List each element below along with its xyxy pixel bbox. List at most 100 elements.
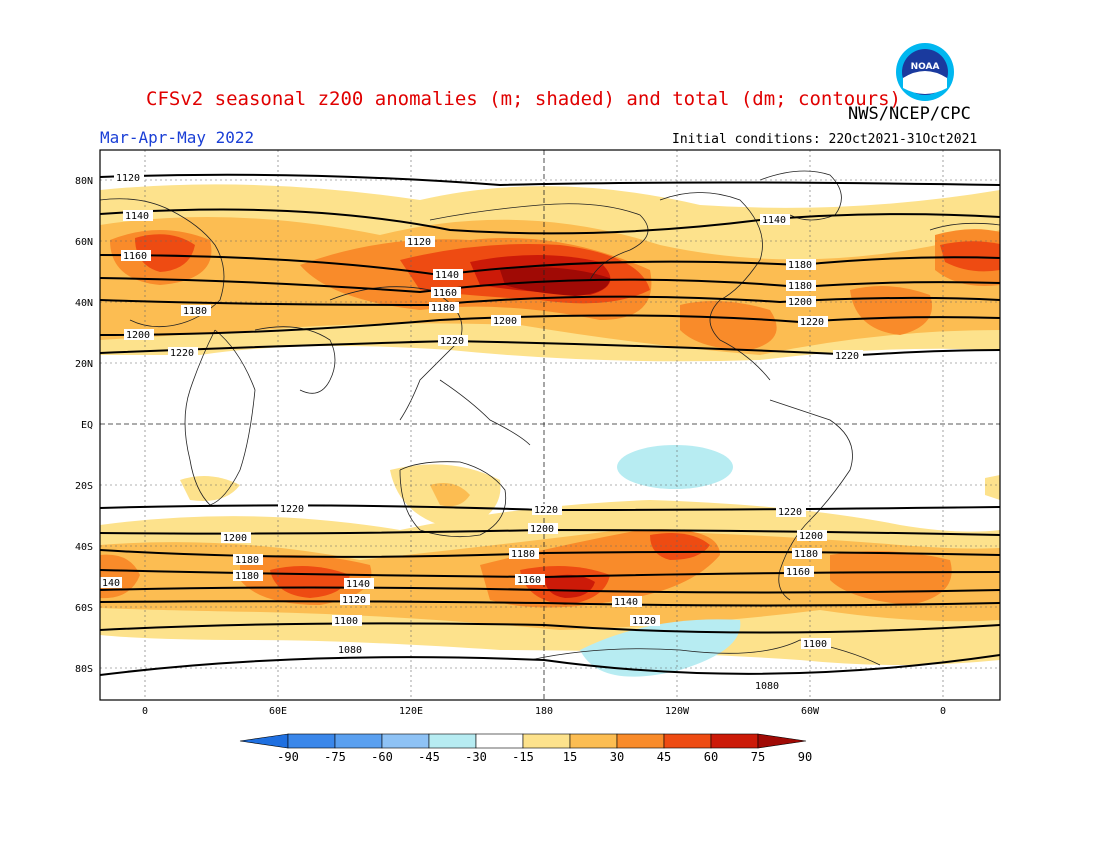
svg-text:1200: 1200 xyxy=(530,524,554,535)
lon-label: 180 xyxy=(535,706,553,717)
lat-label: 20N xyxy=(75,359,93,370)
colorbar: -90 -75 -60 -45 -30 -15 15 30 45 60 75 90 xyxy=(239,733,812,764)
colorbar-tick-label: 15 xyxy=(563,750,577,764)
contour-label: 1100 xyxy=(332,615,362,627)
season-label: Mar-Apr-May 2022 xyxy=(100,128,255,147)
contour-label: 1200 xyxy=(124,329,154,341)
lat-label: 80S xyxy=(75,664,93,675)
contour-label: 1140 xyxy=(433,269,463,281)
colorbar-tick-label: -75 xyxy=(324,750,346,764)
contour-label: 1220 xyxy=(278,503,308,515)
lon-label: 60E xyxy=(269,706,287,717)
contour-label: 1200 xyxy=(797,530,827,542)
contour-label: 1160 xyxy=(784,566,814,578)
svg-text:1160: 1160 xyxy=(433,288,457,299)
svg-text:1200: 1200 xyxy=(799,531,823,542)
svg-text:1120: 1120 xyxy=(342,595,366,606)
colorbar-tick-label: 30 xyxy=(610,750,624,764)
svg-text:1220: 1220 xyxy=(440,336,464,347)
colorbar-tick-label: -60 xyxy=(371,750,393,764)
svg-text:1180: 1180 xyxy=(788,260,812,271)
contour-label: 1200 xyxy=(491,315,521,327)
svg-text:1200: 1200 xyxy=(223,533,247,544)
colorbar-swatch xyxy=(569,733,618,749)
svg-text:1180: 1180 xyxy=(183,306,207,317)
coastlines xyxy=(100,170,1000,666)
contour-label: 1200 xyxy=(528,523,558,535)
svg-text:1180: 1180 xyxy=(431,303,455,314)
contour-label: 1140 xyxy=(344,578,374,590)
lon-label: 120W xyxy=(665,706,690,717)
contour-label: 1080 xyxy=(753,680,783,692)
svg-text:1100: 1100 xyxy=(803,639,827,650)
grid-lines xyxy=(100,150,1000,700)
svg-text:1200: 1200 xyxy=(126,330,150,341)
contour-label: 140 xyxy=(100,577,122,589)
svg-text:1080: 1080 xyxy=(338,645,362,656)
colorbar-tick-label: 60 xyxy=(704,750,718,764)
svg-text:1220: 1220 xyxy=(280,504,304,515)
map-frame xyxy=(99,149,1001,701)
lon-label: 60W xyxy=(801,706,820,717)
colorbar-swatch xyxy=(475,733,524,749)
noaa-logo-icon: NOAA xyxy=(896,43,954,101)
lon-label: 0 xyxy=(940,706,946,717)
contour-label: 1140 xyxy=(123,210,153,222)
contour-label: 1120 xyxy=(114,172,144,184)
lat-label: EQ xyxy=(81,420,93,431)
svg-text:1100: 1100 xyxy=(334,616,358,627)
svg-text:1140: 1140 xyxy=(435,270,459,281)
colorbar-swatch xyxy=(663,733,712,749)
contour-label: 1120 xyxy=(340,594,370,606)
svg-text:1140: 1140 xyxy=(125,211,149,222)
svg-text:1180: 1180 xyxy=(235,571,259,582)
lon-label: 120E xyxy=(399,706,423,717)
lat-label: 40N xyxy=(75,298,93,309)
contour-label: 1220 xyxy=(798,316,828,328)
svg-text:1180: 1180 xyxy=(511,549,535,560)
svg-text:1180: 1180 xyxy=(235,555,259,566)
colorbar-swatch xyxy=(710,733,759,749)
colorbar-swatch xyxy=(381,733,430,749)
lat-label: 20S xyxy=(75,481,93,492)
svg-text:1140: 1140 xyxy=(762,215,786,226)
longitude-axis: 0 60E 120E 180 120W 60W 0 xyxy=(142,706,946,717)
contour-label: 1160 xyxy=(121,250,151,262)
svg-text:1220: 1220 xyxy=(835,351,859,362)
colorbar-swatch xyxy=(428,733,477,749)
contour-label: 1180 xyxy=(181,305,211,317)
svg-text:1220: 1220 xyxy=(534,505,558,516)
colorbar-tick-label: -90 xyxy=(277,750,299,764)
contour-label: 1160 xyxy=(515,574,545,586)
svg-text:1220: 1220 xyxy=(800,317,824,328)
lat-label: 60N xyxy=(75,237,93,248)
colorbar-tick-label: 45 xyxy=(657,750,671,764)
contour-label: 1220 xyxy=(833,350,863,362)
contour-label: 1140 xyxy=(760,214,790,226)
contour-label: 1140 xyxy=(612,596,642,608)
svg-text:1200: 1200 xyxy=(493,316,517,327)
contour-label: 1220 xyxy=(168,347,198,359)
colorbar-swatch xyxy=(522,733,571,749)
contour-label: 1200 xyxy=(221,532,251,544)
svg-text:1120: 1120 xyxy=(407,237,431,248)
colorbar-tick-label: -30 xyxy=(465,750,487,764)
colorbar-arrow-right xyxy=(757,733,807,749)
colorbar-tick-label: 90 xyxy=(798,750,812,764)
anomaly-shading xyxy=(100,150,1000,700)
colorbar-tick-label: -15 xyxy=(512,750,534,764)
contour-label: 1120 xyxy=(630,615,660,627)
contour-label: 1160 xyxy=(431,287,461,299)
contour-labels: 1120 1140 1160 1180 1200 1220 1120 1140 … xyxy=(100,172,863,692)
lat-label: 80N xyxy=(75,176,93,187)
colorbar-swatch xyxy=(616,733,665,749)
svg-text:1220: 1220 xyxy=(170,348,194,359)
lat-label: 40S xyxy=(75,542,93,553)
contour-label: 1180 xyxy=(233,554,263,566)
svg-text:1120: 1120 xyxy=(116,173,140,184)
colorbar-tick-label: -45 xyxy=(418,750,440,764)
svg-text:1080: 1080 xyxy=(755,681,779,692)
latitude-axis: 80N 60N 40N 20N EQ 20S 40S 60S 80S xyxy=(75,176,93,675)
contour-label: 1080 xyxy=(336,644,366,656)
